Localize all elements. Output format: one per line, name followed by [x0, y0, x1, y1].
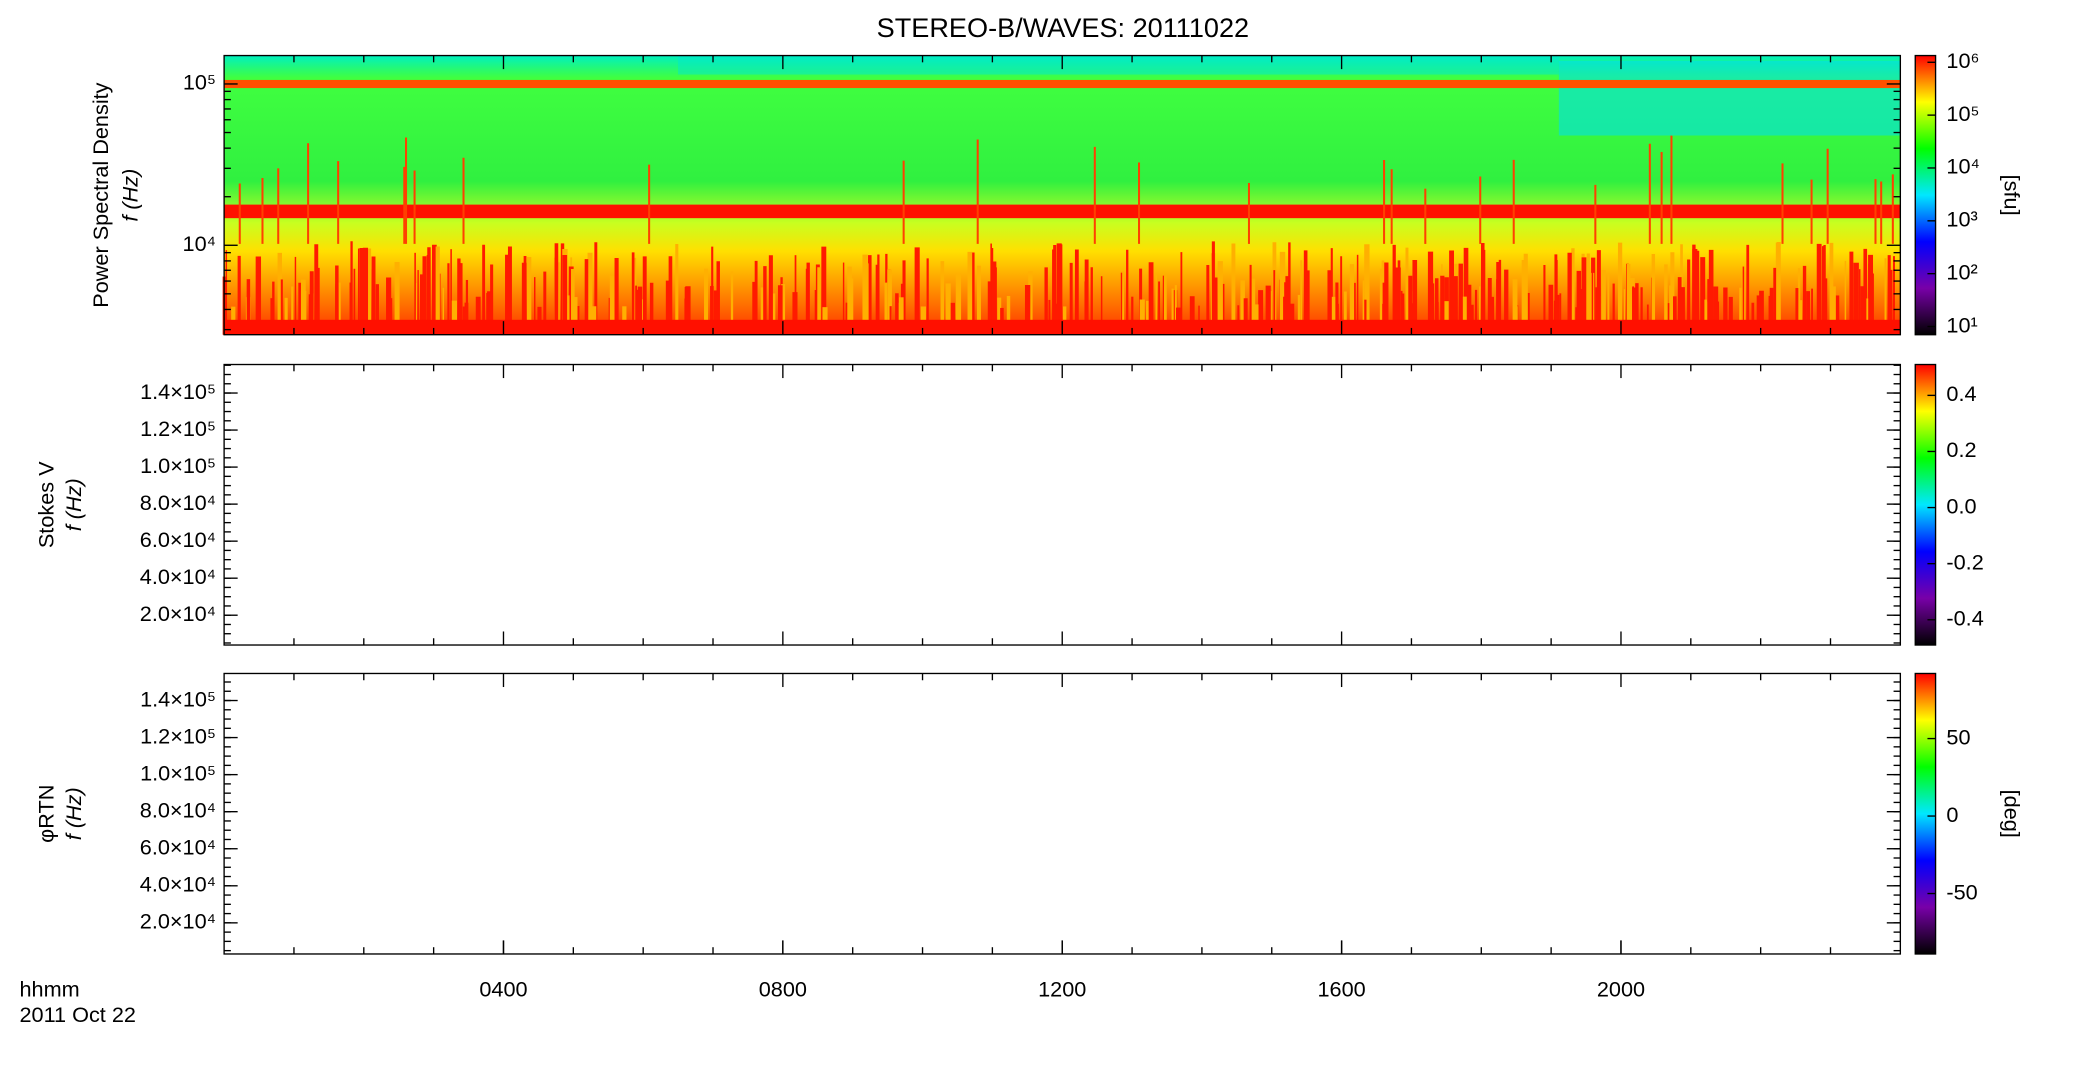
spectrogram-band: [224, 79, 1901, 89]
colorbar: [1915, 673, 1936, 954]
y-axis-label: Power Spectral Density: [88, 82, 113, 307]
y-tick-label: 4.0×10⁴: [140, 872, 216, 897]
colorbar-tick-label: -0.2: [1946, 549, 1983, 574]
colorbar-tick-label: 10³: [1946, 207, 1977, 232]
colorbar-label: [sfu]: [1999, 175, 2024, 216]
colorbar-tick-label: 10²: [1946, 259, 1977, 284]
y-tick-label: 1.4×10⁵: [140, 379, 216, 404]
colorbar-tick-label: 10¹: [1946, 312, 1977, 337]
y-tick-label: 6.0×10⁴: [140, 527, 216, 552]
spectrogram-band: [224, 204, 1901, 219]
x-tick-label: 0800: [759, 976, 807, 1001]
chart-title: STEREO-B/WAVES: 20111022: [877, 12, 1249, 43]
colorbar-frame: [1914, 54, 1937, 336]
x-tick-label: 1200: [1038, 976, 1086, 1001]
y-tick-label: 1.2×10⁵: [140, 416, 216, 441]
y-tick-label: 10⁵: [183, 70, 216, 95]
colorbar-tick-label: 10⁴: [1946, 154, 1979, 179]
colorbar: [1915, 55, 1936, 335]
colorbar-tick-label: -50: [1946, 879, 1977, 904]
plot-frame: [223, 672, 1902, 955]
y-axis-label: φRTN: [34, 785, 59, 843]
y-axis-label: f (Hz): [118, 169, 143, 222]
colorbar-tick-label: 0.4: [1946, 381, 1976, 406]
y-axis-label: f (Hz): [61, 787, 86, 840]
y-tick-label: 2.0×10⁴: [140, 601, 216, 626]
x-tick-label: 0400: [479, 976, 527, 1001]
y-axis-label: f (Hz): [61, 478, 86, 531]
y-tick-label: 1.0×10⁵: [140, 760, 216, 785]
colorbar-label: [deg]: [1999, 790, 2024, 838]
y-tick-label: 8.0×10⁴: [140, 490, 216, 515]
colorbar-tick-label: 10⁵: [1946, 101, 1979, 126]
y-tick-label: 2.0×10⁴: [140, 909, 216, 934]
y-tick-label: 6.0×10⁴: [140, 834, 216, 859]
x-axis-label: hhmm: [19, 976, 79, 1001]
x-tick-label: 2000: [1597, 976, 1645, 1001]
colorbar-tick-label: 10⁶: [1946, 48, 1979, 73]
y-tick-label: 4.0×10⁴: [140, 564, 216, 589]
colorbar-tick-label: 50: [1946, 724, 1970, 749]
spectrogram-quiet-region: [1558, 60, 1901, 136]
x-tick-label: 1600: [1317, 976, 1365, 1001]
plot-frame: [223, 363, 1902, 646]
y-tick-label: 1.0×10⁵: [140, 453, 216, 478]
colorbar: [1915, 364, 1936, 646]
y-tick-label: 1.4×10⁵: [140, 686, 216, 711]
colorbar-frame: [1914, 363, 1937, 646]
colorbar-tick-label: 0: [1946, 802, 1958, 827]
y-tick-label: 10⁴: [183, 231, 216, 256]
colorbar-tick-label: 0.2: [1946, 437, 1976, 462]
y-axis-label: Stokes V: [34, 461, 59, 548]
colorbar-frame: [1914, 672, 1937, 955]
y-tick-label: 1.2×10⁵: [140, 723, 216, 748]
colorbar-tick-label: -0.4: [1946, 606, 1983, 631]
date-label: 2011 Oct 22: [19, 1002, 135, 1027]
colorbar-tick-label: 0.0: [1946, 493, 1976, 518]
spectrogram-quiet-region: [678, 55, 1559, 75]
y-tick-label: 8.0×10⁴: [140, 797, 216, 822]
